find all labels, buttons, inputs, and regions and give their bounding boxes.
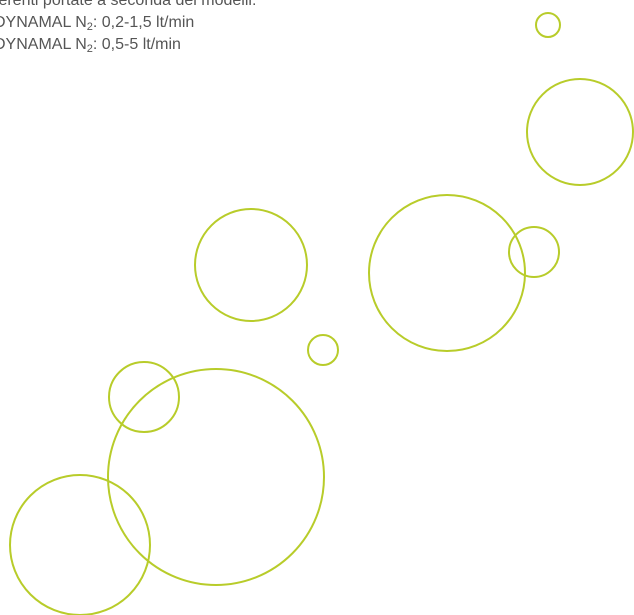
bubble-circle <box>526 78 634 186</box>
bubble-circle <box>107 368 325 586</box>
flow-value: : 0,2-1,5 lt/min <box>92 14 195 31</box>
bubble-circle <box>9 474 151 615</box>
dynamal-flow-line-2: DYNAMAL N2: 0,5-5 lt/min <box>0 34 256 56</box>
dynamal-flow-line-1: DYNAMAL N2: 0,2-1,5 lt/min <box>0 12 256 34</box>
bubble-circle <box>535 12 561 38</box>
bubble-circle <box>108 361 180 433</box>
model-name: DYNAMAL N <box>0 36 87 53</box>
bubble-circle <box>508 226 560 278</box>
flow-value: : 0,5-5 lt/min <box>92 36 181 53</box>
bubble-circle <box>307 334 339 366</box>
bubble-circle <box>194 208 308 322</box>
model-name: DYNAMAL N <box>0 14 87 31</box>
bubble-circle <box>368 194 526 352</box>
intro-line: ferenti portate a seconda dei modelli: <box>0 0 257 9</box>
model-subscript: 2 <box>86 21 93 33</box>
model-subscript: 2 <box>86 43 93 55</box>
product-flow-text: ferenti portate a seconda dei modelli: D… <box>0 0 256 56</box>
